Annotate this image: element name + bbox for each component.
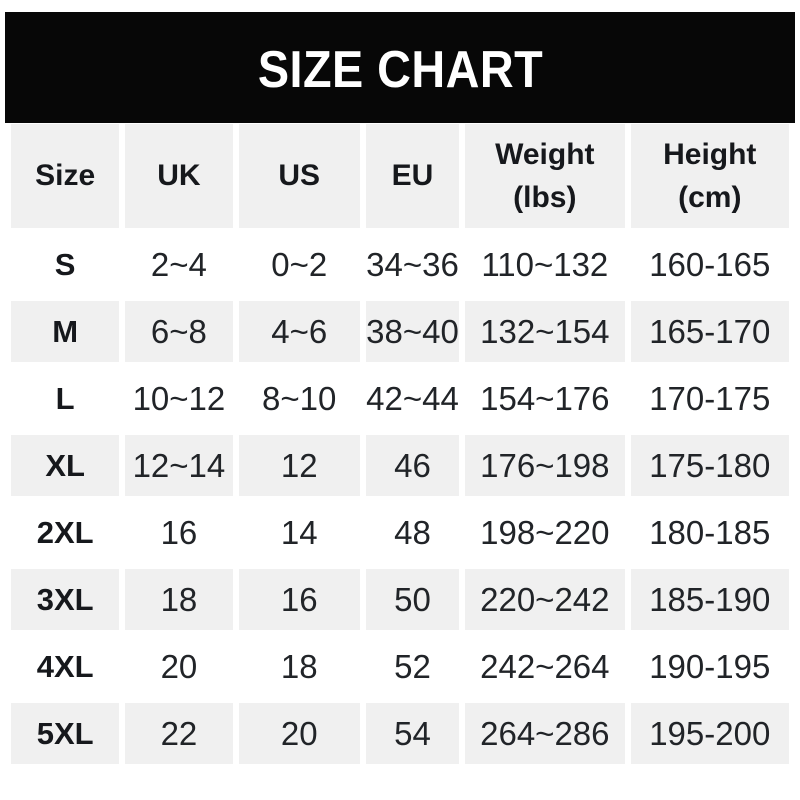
us-cell: 8~10 (238, 368, 360, 429)
height-cell: 180-185 (630, 502, 789, 563)
column-header-weight: Weight (lbs) (465, 124, 625, 228)
eu-cell: 54 (365, 703, 460, 764)
height-cell: 185-190 (630, 569, 789, 630)
height-cell: 190-195 (630, 636, 789, 697)
us-cell: 20 (238, 703, 360, 764)
uk-cell: 6~8 (125, 301, 233, 362)
header-row: Size UK US EU Weight (lbs) Height (cm) (11, 124, 789, 228)
page-title: SIZE CHART (257, 40, 543, 99)
size-cell: 2XL (11, 502, 120, 563)
table-row-4xl: 4XL 20 18 52 242~264 190-195 (11, 636, 789, 697)
table-row-l: L 10~12 8~10 42~44 154~176 170-175 (11, 368, 789, 429)
eu-cell: 52 (365, 636, 460, 697)
us-cell: 16 (238, 569, 360, 630)
eu-cell: 34~36 (365, 234, 460, 295)
column-header-eu: EU (365, 124, 460, 228)
column-header-height: Height (cm) (630, 124, 789, 228)
table-row-m: M 6~8 4~6 38~40 132~154 165-170 (11, 301, 789, 362)
eu-cell: 50 (365, 569, 460, 630)
weight-cell: 132~154 (465, 301, 625, 362)
size-cell: L (11, 368, 120, 429)
uk-cell: 22 (125, 703, 233, 764)
uk-cell: 20 (125, 636, 233, 697)
eu-cell: 48 (365, 502, 460, 563)
eu-cell: 38~40 (365, 301, 460, 362)
table-row-3xl: 3XL 18 16 50 220~242 185-190 (11, 569, 789, 630)
height-cell: 175-180 (630, 435, 789, 496)
column-header-uk: UK (125, 124, 233, 228)
column-header-us: US (238, 124, 360, 228)
us-cell: 14 (238, 502, 360, 563)
size-cell: XL (11, 435, 120, 496)
uk-cell: 18 (125, 569, 233, 630)
height-cell: 160-165 (630, 234, 789, 295)
weight-cell: 110~132 (465, 234, 625, 295)
table-row-2xl: 2XL 16 14 48 198~220 180-185 (11, 502, 789, 563)
weight-cell: 242~264 (465, 636, 625, 697)
table-row-s: S 2~4 0~2 34~36 110~132 160-165 (11, 234, 789, 295)
weight-cell: 154~176 (465, 368, 625, 429)
size-cell: 5XL (11, 703, 120, 764)
column-header-size: Size (11, 124, 120, 228)
size-cell: M (11, 301, 120, 362)
size-chart-table: Size UK US EU Weight (lbs) Height (cm) S… (5, 118, 795, 770)
eu-cell: 46 (365, 435, 460, 496)
table-row-xl: XL 12~14 12 46 176~198 175-180 (11, 435, 789, 496)
uk-cell: 16 (125, 502, 233, 563)
us-cell: 4~6 (238, 301, 360, 362)
weight-cell: 198~220 (465, 502, 625, 563)
us-cell: 0~2 (238, 234, 360, 295)
us-cell: 12 (238, 435, 360, 496)
uk-cell: 10~12 (125, 368, 233, 429)
size-cell: 3XL (11, 569, 120, 630)
table-row-5xl: 5XL 22 20 54 264~286 195-200 (11, 703, 789, 764)
uk-cell: 12~14 (125, 435, 233, 496)
size-cell: S (11, 234, 120, 295)
eu-cell: 42~44 (365, 368, 460, 429)
us-cell: 18 (238, 636, 360, 697)
height-cell: 165-170 (630, 301, 789, 362)
size-cell: 4XL (11, 636, 120, 697)
weight-cell: 220~242 (465, 569, 625, 630)
height-cell: 170-175 (630, 368, 789, 429)
uk-cell: 2~4 (125, 234, 233, 295)
height-cell: 195-200 (630, 703, 789, 764)
title-banner: SIZE CHART (5, 12, 795, 123)
weight-cell: 176~198 (465, 435, 625, 496)
weight-cell: 264~286 (465, 703, 625, 764)
